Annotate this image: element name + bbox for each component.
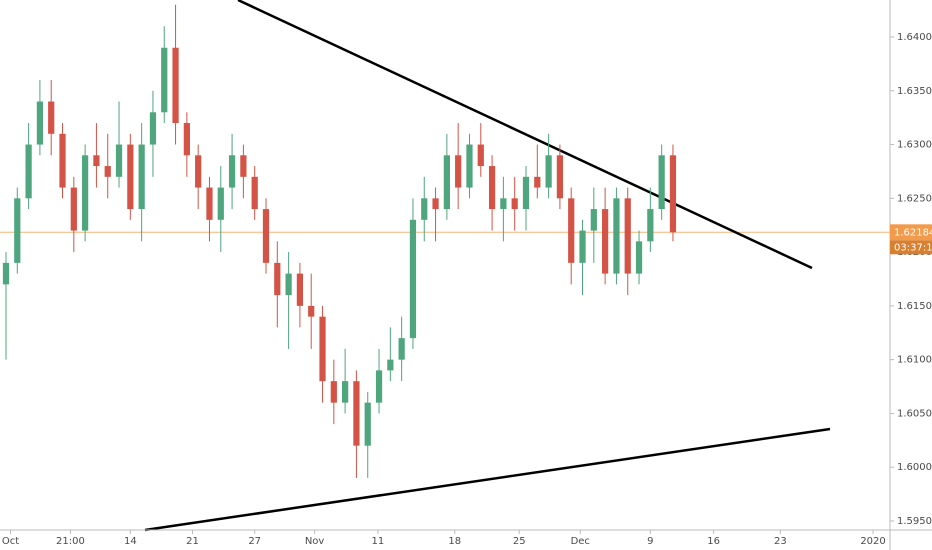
candle-body bbox=[330, 381, 337, 403]
x-tick-label: 11 bbox=[372, 536, 385, 547]
candle-body bbox=[568, 198, 575, 263]
candle-body bbox=[500, 198, 507, 210]
x-tick-label: 21:00 bbox=[56, 536, 85, 547]
candle-body bbox=[488, 166, 496, 210]
candle-body bbox=[82, 155, 89, 231]
candle-body bbox=[590, 209, 597, 231]
candle-body bbox=[217, 187, 224, 220]
y-tick-label: 1.60500 bbox=[897, 408, 932, 419]
candle-body bbox=[285, 273, 292, 296]
candle-body bbox=[398, 338, 405, 360]
candle-body bbox=[534, 176, 541, 188]
x-tick-label: Nov bbox=[305, 536, 325, 547]
candle-body bbox=[556, 155, 564, 199]
x-tick-label: 2020 bbox=[860, 536, 885, 547]
candle-body bbox=[522, 176, 530, 210]
y-tick-label: 1.63500 bbox=[897, 86, 932, 97]
candle-body bbox=[48, 101, 55, 134]
x-tick-label: Dec bbox=[571, 536, 590, 547]
countdown-label: 03:37:10 bbox=[894, 242, 932, 253]
candle-body bbox=[511, 198, 518, 210]
candle-body bbox=[14, 198, 21, 263]
candle-body bbox=[115, 144, 123, 177]
candle-body bbox=[195, 155, 202, 188]
candle-body bbox=[296, 273, 304, 306]
y-tick-label: 1.59500 bbox=[897, 516, 932, 527]
candle-body bbox=[127, 144, 134, 210]
candle-body bbox=[206, 187, 213, 220]
candle-body bbox=[624, 198, 631, 274]
candle-body bbox=[161, 47, 168, 113]
x-tick-label: 14 bbox=[124, 536, 137, 547]
candle-body bbox=[477, 144, 484, 167]
candle-body bbox=[138, 144, 145, 210]
x-tick-label: 18 bbox=[448, 536, 461, 547]
candle-body bbox=[455, 155, 462, 188]
x-tick-label: 25 bbox=[513, 536, 526, 547]
candle-body bbox=[443, 155, 450, 210]
x-tick-label: Oct bbox=[2, 536, 19, 547]
candle-body bbox=[466, 144, 473, 188]
y-tick-label: 1.63000 bbox=[897, 140, 932, 151]
candle-body bbox=[228, 155, 236, 188]
x-tick-label: 23 bbox=[774, 536, 787, 547]
candle-body bbox=[70, 187, 77, 231]
y-tick-label: 1.64000 bbox=[897, 32, 932, 43]
candle-body bbox=[602, 209, 609, 274]
candle-body bbox=[579, 230, 586, 263]
candle-body bbox=[647, 209, 654, 242]
candle-body bbox=[319, 316, 326, 382]
y-tick-label: 1.61500 bbox=[897, 301, 932, 312]
candle-body bbox=[2, 262, 10, 285]
candle-body bbox=[342, 381, 349, 403]
trend-line-lower bbox=[144, 427, 831, 532]
candle-body bbox=[240, 155, 247, 177]
candle-body bbox=[409, 219, 417, 339]
x-tick-label: 21 bbox=[186, 536, 199, 547]
candle-body bbox=[635, 241, 643, 274]
candle-body bbox=[421, 198, 428, 220]
candle-body bbox=[669, 155, 677, 233]
candle-body bbox=[613, 198, 620, 274]
candle-body bbox=[387, 359, 394, 371]
last-price-box bbox=[890, 224, 932, 241]
candle-body bbox=[545, 155, 552, 188]
countdown-box bbox=[890, 240, 932, 255]
candle-body bbox=[274, 262, 281, 296]
candle-body bbox=[25, 144, 32, 199]
y-tick-label: 1.62500 bbox=[897, 193, 932, 204]
candle-body bbox=[353, 381, 360, 446]
candle-body bbox=[93, 155, 100, 167]
candle-body bbox=[658, 155, 665, 210]
candle-body bbox=[36, 101, 44, 145]
y-tick-label: 1.61000 bbox=[897, 355, 932, 366]
candle-body bbox=[308, 305, 315, 317]
candle-body bbox=[104, 166, 111, 177]
candle-body bbox=[172, 47, 179, 124]
x-tick-label: 16 bbox=[707, 536, 720, 547]
y-tick-label: 1.60000 bbox=[897, 462, 932, 473]
last-price-label: 1.62184 bbox=[894, 227, 932, 238]
candle-body bbox=[375, 370, 383, 403]
candle-body bbox=[183, 123, 190, 156]
x-tick-label: 9 bbox=[647, 536, 653, 547]
candle-body bbox=[149, 112, 157, 145]
trend-line-upper bbox=[237, 0, 813, 270]
candle-body bbox=[364, 402, 371, 446]
candle-body bbox=[262, 209, 270, 263]
candle-body bbox=[251, 176, 258, 210]
candle-body bbox=[432, 198, 439, 210]
x-tick-label: 27 bbox=[248, 536, 261, 547]
candle-body bbox=[59, 133, 66, 188]
